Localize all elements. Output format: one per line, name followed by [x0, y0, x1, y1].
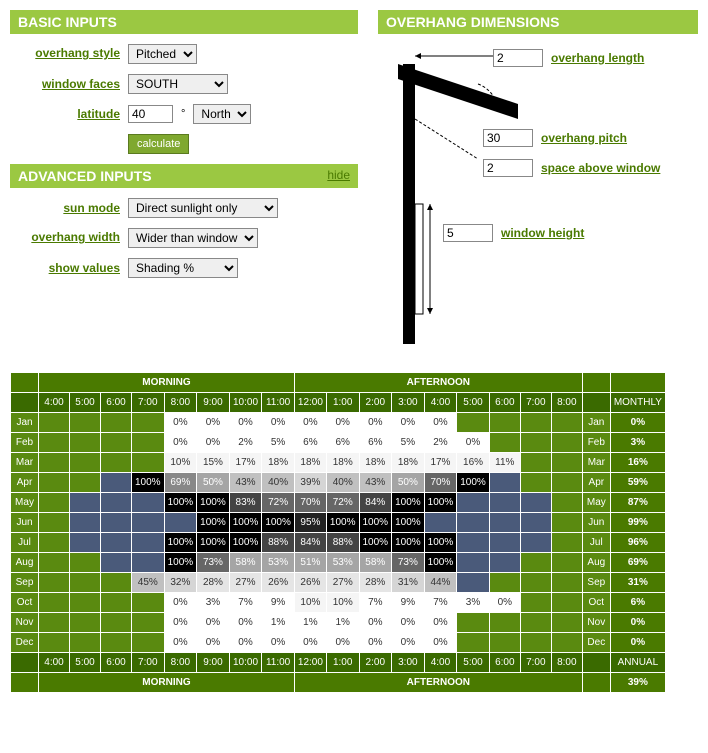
space-above-window-label: space above window — [541, 161, 660, 175]
hemisphere-select[interactable]: North — [193, 104, 251, 124]
window-faces-select[interactable]: SOUTH — [128, 74, 228, 94]
space-above-window-input[interactable] — [483, 159, 533, 177]
degrees-symbol: ° — [181, 108, 185, 120]
overhang-style-select[interactable]: Pitched — [128, 44, 197, 64]
calculate-button[interactable]: calculate — [128, 134, 189, 154]
overhang-diagram: overhang length overhang pitch space abo… — [378, 44, 698, 357]
latitude-input[interactable] — [128, 105, 173, 123]
sun-mode-select[interactable]: Direct sunlight only — [128, 198, 278, 218]
overhang-length-label: overhang length — [551, 51, 644, 65]
shading-table: MORNINGAFTERNOON4:005:006:007:008:009:00… — [10, 372, 666, 693]
latitude-label: latitude — [10, 107, 120, 121]
window-faces-label: window faces — [10, 77, 120, 91]
advanced-inputs-header: ADVANCED INPUTS hide — [10, 164, 358, 188]
overhang-style-label: overhang style — [10, 46, 120, 62]
window-height-label: window height — [501, 226, 584, 240]
overhang-pitch-label: overhang pitch — [541, 131, 627, 145]
overhang-width-select[interactable]: Wider than window — [128, 228, 258, 248]
overhang-width-label: overhang width — [10, 230, 120, 246]
basic-inputs-header: BASIC INPUTS — [10, 10, 358, 34]
show-values-label: show values — [10, 261, 120, 275]
hide-link[interactable]: hide — [327, 168, 350, 182]
overhang-length-input[interactable] — [493, 49, 543, 67]
sun-mode-label: sun mode — [10, 201, 120, 215]
window-height-input[interactable] — [443, 224, 493, 242]
dimensions-header: OVERHANG DIMENSIONS — [378, 10, 698, 34]
show-values-select[interactable]: Shading % — [128, 258, 238, 278]
overhang-pitch-input[interactable] — [483, 129, 533, 147]
